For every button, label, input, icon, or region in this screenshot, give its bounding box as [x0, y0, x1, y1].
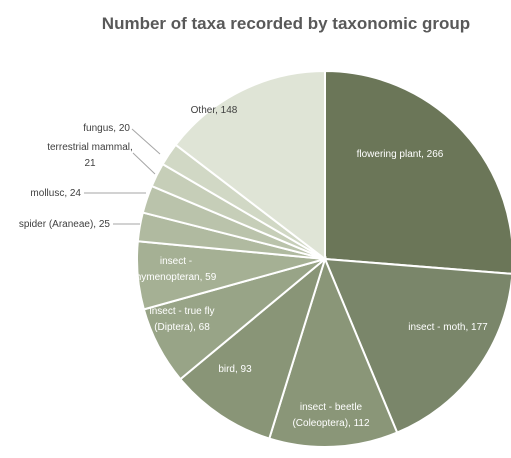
slice-label-mollusc: mollusc, 24	[30, 188, 81, 199]
slice-label-fungus: fungus, 20	[83, 123, 130, 134]
slice-flowering-plant	[324, 69, 511, 275]
leader-lines	[84, 128, 161, 225]
slice-label-insect-beetle-coleoptera: insect - beetle (Coleoptera), 112	[292, 402, 370, 429]
slice-label-spider-araneae: spider (Araneae), 25	[19, 219, 111, 230]
slice-label-bird: bird, 93	[218, 364, 252, 375]
slice-label-other: Other, 148	[191, 105, 238, 116]
slice-label-terrestrial-mammal: terrestrial mammal, 21	[47, 142, 133, 169]
leader-line-fungus	[131, 128, 161, 155]
slice-label-insect-true-fly-diptera: insect - true fly (Diptera), 68	[149, 306, 214, 333]
pie-slices	[136, 69, 511, 448]
slice-label-insect-moth: insect - moth, 177	[408, 322, 488, 333]
slice-insect-beetle-coleoptera	[268, 256, 399, 448]
slice-other	[174, 69, 326, 262]
slice-insect-moth	[323, 257, 511, 434]
slice-label-flowering-plant: flowering plant, 266	[357, 149, 444, 160]
slice-labels: flowering plant, 266 insect - moth, 177 in…	[19, 105, 488, 429]
chart-title: Number of taxa recorded by taxonomic gro…	[102, 14, 470, 33]
slice-label-insect-hymenopteran: insect -hymenopteran, 59	[136, 256, 217, 283]
leader-line-terrestrial-mammal	[132, 152, 156, 175]
slice-bird	[178, 256, 327, 440]
